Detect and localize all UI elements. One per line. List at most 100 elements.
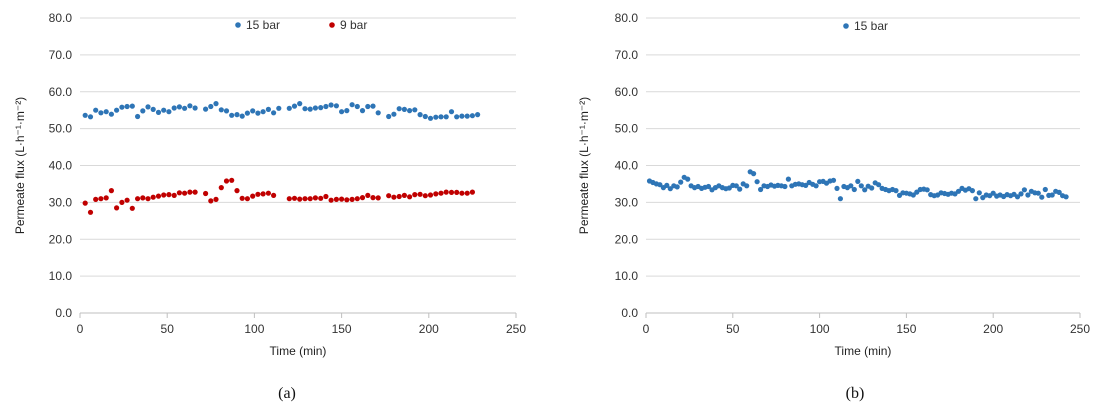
data-point — [417, 191, 423, 197]
data-point — [239, 195, 245, 201]
data-point — [260, 109, 266, 115]
series-15-bar — [646, 169, 1069, 202]
data-point — [333, 103, 339, 109]
data-point — [93, 107, 99, 113]
series-15-bar — [82, 101, 481, 121]
data-point — [286, 196, 292, 202]
data-point — [307, 196, 313, 202]
data-point — [830, 177, 837, 183]
data-point — [475, 112, 481, 118]
data-point — [370, 103, 376, 109]
data-point — [155, 109, 162, 115]
data-point — [234, 112, 240, 118]
data-point — [422, 193, 428, 199]
data-point — [412, 192, 418, 198]
data-point — [459, 190, 465, 196]
legend-marker — [329, 22, 335, 28]
data-point — [98, 196, 104, 202]
data-point — [443, 114, 449, 120]
data-point — [990, 190, 996, 196]
data-point — [166, 192, 172, 198]
data-point — [129, 205, 135, 211]
data-point — [733, 183, 739, 189]
data-point — [255, 191, 261, 197]
data-point — [213, 101, 219, 107]
data-point — [223, 108, 230, 114]
data-point — [667, 186, 673, 192]
data-point — [354, 103, 360, 110]
data-point — [328, 197, 334, 203]
y-axis-title: Permeate flux (L·h⁻¹·m⁻²) — [13, 97, 27, 234]
data-point — [192, 105, 198, 111]
y-tick-label: 30.0 — [615, 195, 639, 209]
data-point — [307, 106, 313, 112]
chart-panel-b: 0.0 10.0 20.0 30.0 40.0 50.0 60.0 70.0 80.0 0 50 10… — [577, 11, 1090, 402]
series-9-bar — [82, 177, 475, 215]
data-point — [1063, 194, 1069, 200]
data-point — [124, 103, 130, 110]
data-point — [312, 195, 318, 201]
data-point — [1035, 190, 1041, 196]
data-point — [454, 189, 460, 195]
data-point — [464, 113, 470, 119]
data-point — [171, 105, 177, 111]
data-point — [312, 105, 318, 111]
data-point — [365, 103, 371, 110]
data-point — [213, 196, 219, 202]
data-point — [119, 104, 125, 110]
data-point — [271, 192, 277, 198]
data-point — [433, 114, 439, 120]
data-point — [469, 189, 475, 195]
data-point — [396, 193, 402, 200]
y-tick-label: 20.0 — [49, 232, 73, 246]
data-point — [438, 114, 444, 120]
data-point — [391, 194, 397, 200]
x-tick-label: 250 — [1070, 322, 1090, 336]
data-point — [93, 196, 99, 202]
data-point — [119, 199, 125, 205]
data-point — [87, 114, 94, 120]
data-point — [855, 178, 861, 184]
data-point — [333, 196, 339, 202]
data-point — [386, 193, 392, 199]
data-point — [203, 190, 209, 197]
data-point — [108, 111, 114, 117]
data-point — [349, 102, 355, 108]
y-tick-label: 50.0 — [49, 122, 73, 136]
data-point — [339, 196, 345, 202]
x-tick-label: 50 — [726, 322, 740, 336]
data-point — [664, 182, 670, 188]
data-point — [751, 171, 757, 177]
data-point — [678, 179, 684, 185]
data-point — [182, 105, 188, 111]
data-point — [208, 103, 214, 110]
data-point — [140, 195, 146, 201]
data-point — [234, 188, 240, 194]
data-point — [349, 196, 355, 202]
y-tick-label: 0.0 — [621, 306, 638, 320]
data-point — [876, 182, 882, 188]
data-point — [344, 108, 350, 114]
data-point — [135, 196, 141, 202]
x-tick-label: 250 — [506, 322, 526, 336]
data-point — [145, 196, 151, 202]
data-point — [150, 106, 156, 112]
y-tick-label: 30.0 — [49, 195, 73, 209]
x-tick-label: 100 — [810, 322, 830, 336]
y-tick-label: 60.0 — [615, 85, 639, 99]
legend-label: 15 bar — [246, 18, 280, 32]
data-point — [328, 102, 334, 108]
data-point — [359, 195, 366, 201]
x-tick-label: 200 — [419, 322, 439, 336]
data-point — [370, 195, 376, 201]
data-point — [114, 205, 120, 211]
data-point — [422, 113, 428, 120]
data-point — [459, 113, 465, 119]
data-point — [375, 195, 381, 201]
data-point — [82, 112, 88, 118]
data-point — [407, 108, 413, 114]
data-point — [862, 187, 868, 193]
data-point — [208, 198, 214, 204]
data-point — [302, 196, 308, 202]
